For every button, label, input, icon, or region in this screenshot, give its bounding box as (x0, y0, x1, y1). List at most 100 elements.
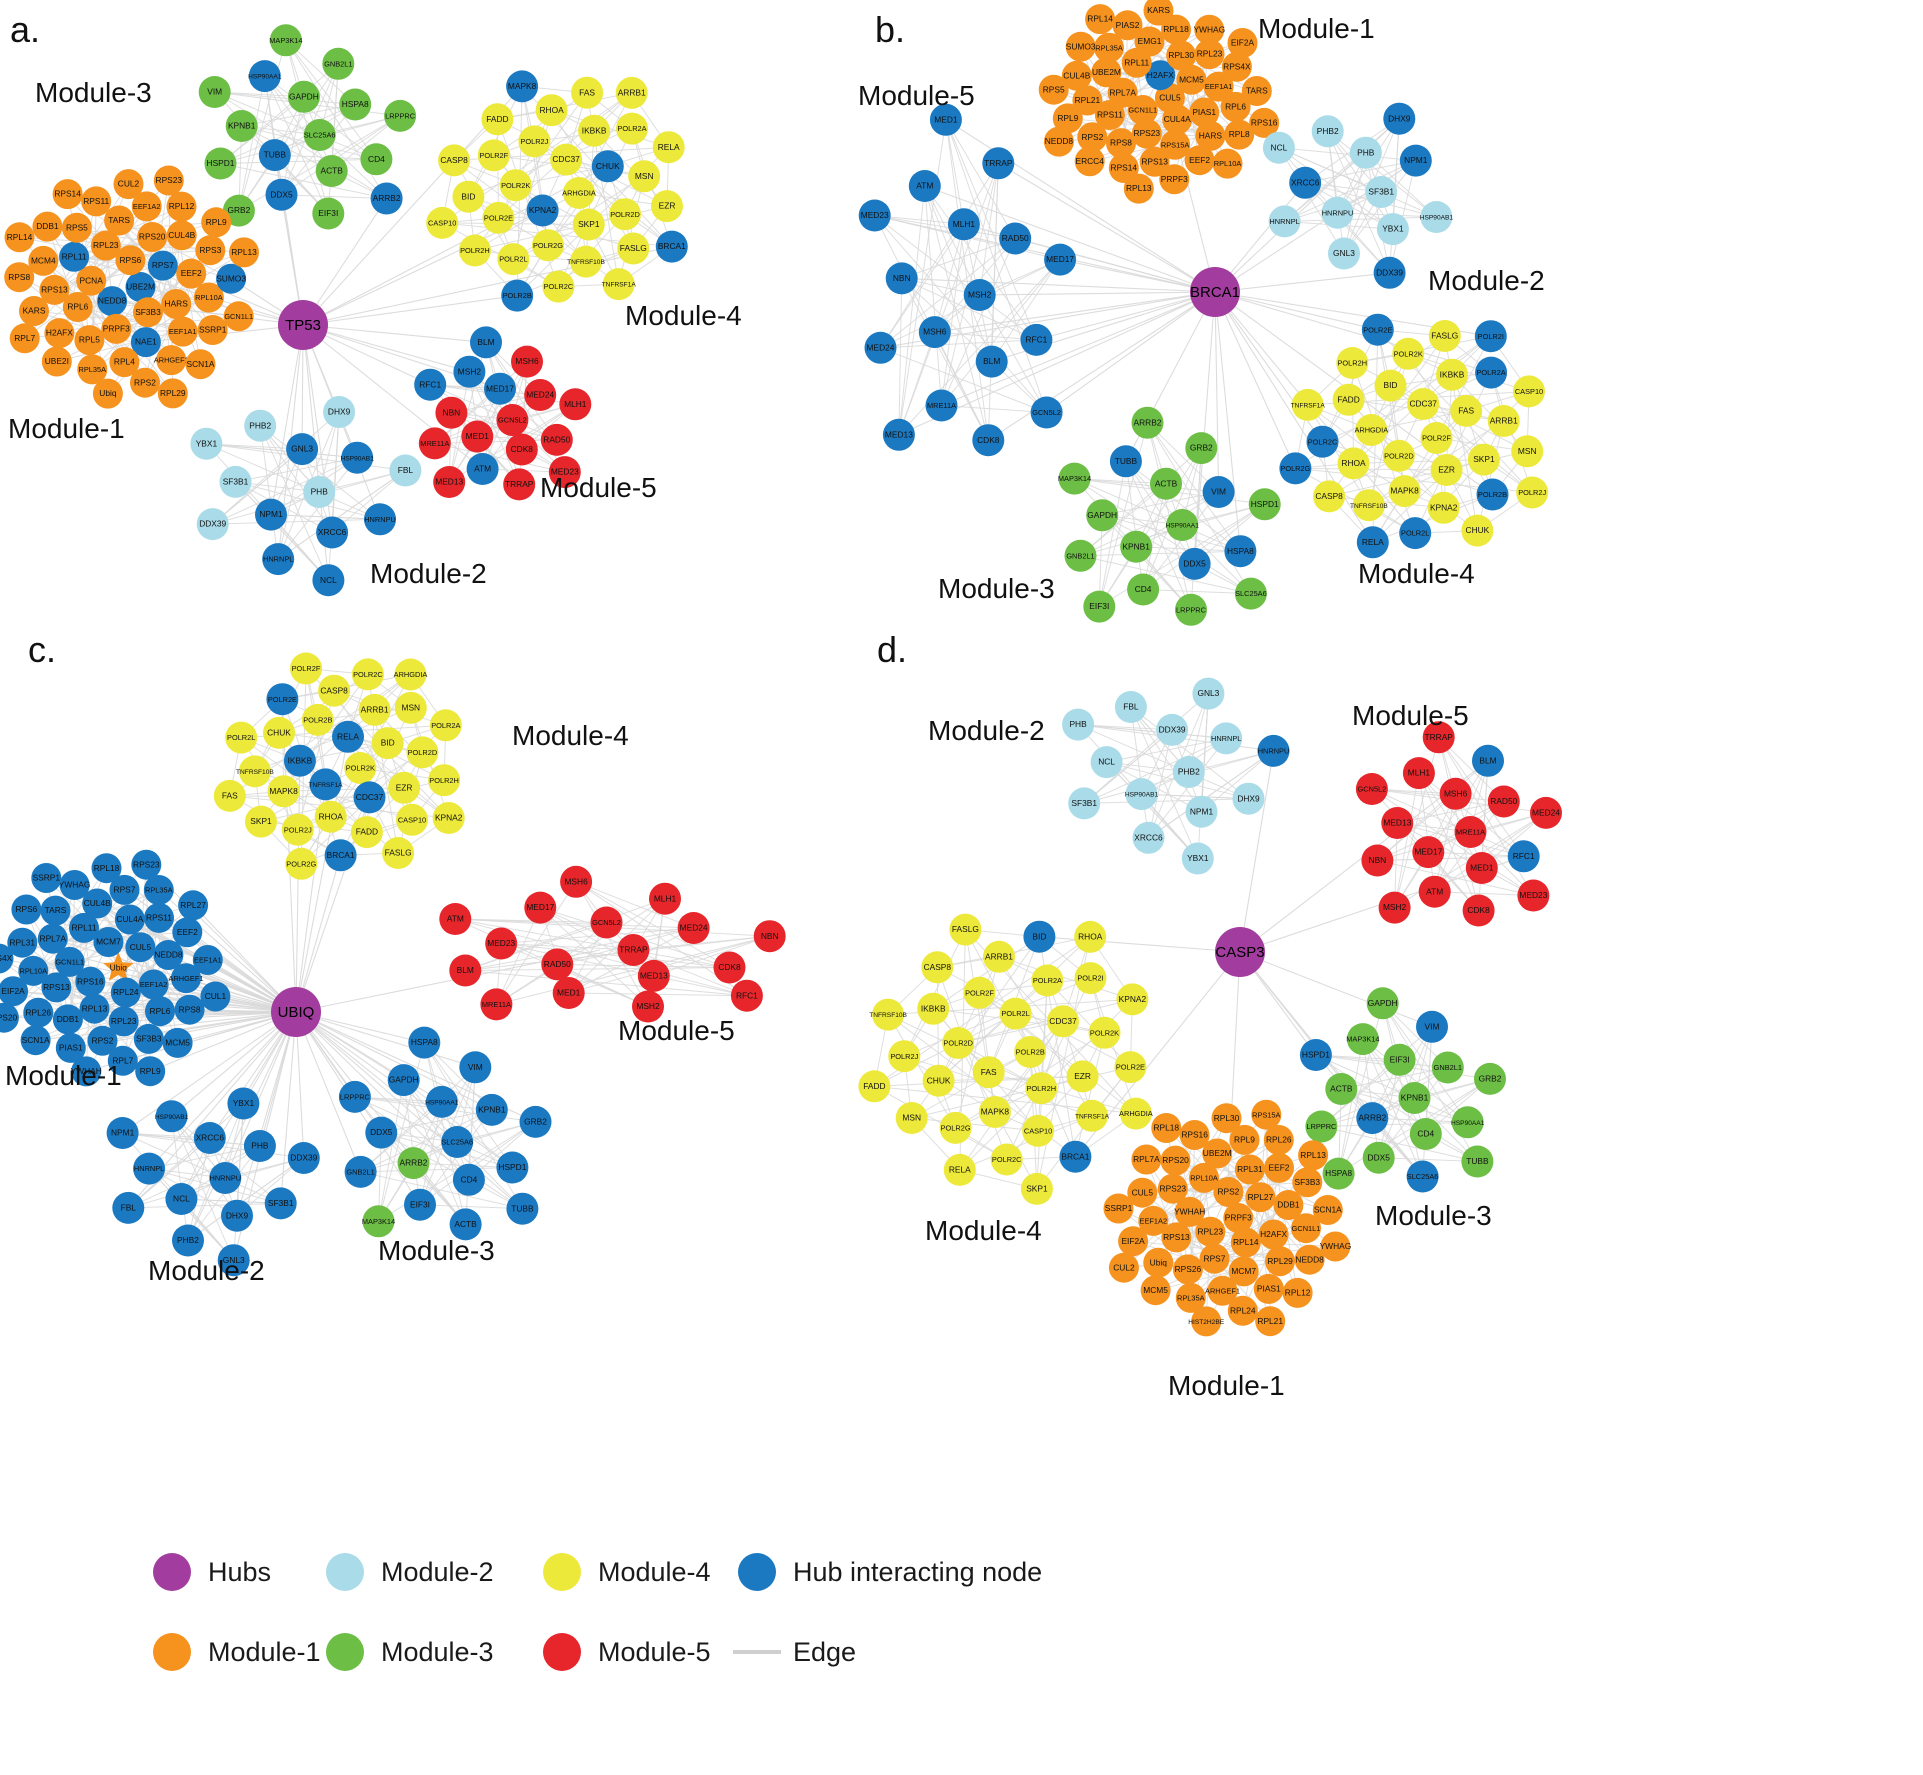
gene-node-circle (1273, 1190, 1304, 1220)
gene-node-label: RELA (949, 1165, 971, 1175)
hub-edge (302, 324, 487, 343)
gene-node-label: RHOA (319, 811, 344, 821)
gene-node-circle (262, 543, 295, 576)
gene-node-label: POLR2D (943, 1039, 973, 1048)
gene-node-circle (243, 1130, 276, 1162)
gene-node: EEF1A2 (131, 191, 162, 222)
gene-node-circle (441, 1126, 474, 1158)
gene-node: POLR2B (1014, 1036, 1047, 1068)
gene-node: DHX9 (221, 1199, 253, 1232)
gene-node-circle (7, 927, 38, 958)
gene-node-label: CHUK (267, 728, 291, 738)
gene-node-circle (263, 716, 295, 749)
gene-node: GCN5L2 (1030, 396, 1063, 429)
module-label: Module-5 (1352, 700, 1469, 731)
gene-node-label: NBN (1369, 855, 1387, 865)
gene-node: HNRNPL (262, 543, 295, 576)
gene-node-label: UBE2I (45, 356, 69, 366)
gene-node-circle (1116, 983, 1149, 1016)
gene-node: CD4 (452, 1163, 485, 1196)
gene-node-label: POLR2H (460, 246, 490, 255)
gene-node-label: RPS2 (92, 1035, 114, 1045)
gene-node: HNRNPL (133, 1152, 166, 1185)
gene-node-label: YBX1 (1187, 853, 1209, 863)
gene-node: MSN (895, 1102, 928, 1134)
edge (979, 163, 999, 296)
gene-node-label: CASP8 (1315, 491, 1343, 501)
edge (901, 278, 989, 441)
edge (171, 1116, 189, 1241)
star-icon (103, 952, 134, 981)
gene-node: CDC37 (1047, 1005, 1079, 1038)
gene-node-label: POLR2K (1090, 1028, 1119, 1037)
gene-node-circle (216, 263, 247, 294)
gene-node-label: RPL18 (94, 863, 120, 873)
gene-node: XRCC6 (1289, 166, 1322, 199)
gene-node-circle (1066, 1060, 1099, 1093)
edge (979, 294, 1048, 413)
gene-node: HSPA8 (408, 1026, 441, 1059)
gene-node-circle (524, 891, 557, 924)
gene-node: RPS13 (41, 972, 72, 1003)
gene-node-circle (112, 1191, 145, 1224)
gene-node-circle (459, 1051, 492, 1084)
gene-node: SCN1A (20, 1025, 51, 1056)
gene-node-circle (285, 847, 318, 880)
gene-node-circle (1156, 713, 1189, 746)
edge (236, 1103, 244, 1216)
gene-node-circle (475, 1093, 508, 1126)
gene-node-label: ACTB (1330, 1084, 1353, 1094)
gene-node-circle (484, 372, 516, 405)
panel-letter: c. (28, 629, 56, 670)
hub-edge (1015, 237, 1216, 293)
gene-node-circle (1202, 1138, 1233, 1169)
gene-node: NPM1 (106, 1117, 139, 1149)
gene-node-circle (1422, 721, 1455, 754)
gene-node-label: CDC37 (552, 154, 580, 164)
gene-node: SLC25A6 (303, 119, 336, 151)
gene-node: TARS (104, 205, 135, 236)
gene-node-label: PHB2 (1178, 767, 1200, 777)
gene-node-circle (130, 327, 161, 358)
gene-node-label: POLR2E (1363, 325, 1392, 334)
edge (934, 331, 1037, 341)
edge (959, 1021, 1064, 1171)
gene-node-circle (1108, 1252, 1139, 1283)
gene-node-circle (1059, 1140, 1092, 1173)
edge (1327, 131, 1391, 274)
gene-node-label: CUL2 (1113, 1262, 1135, 1272)
gene-node-circle (19, 296, 49, 326)
legend-item-module-4: Module-4 (543, 1553, 711, 1591)
gene-node-label: FADD (486, 114, 508, 124)
gene-node-circle (921, 951, 954, 984)
gene-node: GNL3 (1192, 677, 1225, 710)
gene-node: YBX1 (1181, 842, 1214, 875)
gene-node-circle (153, 940, 184, 970)
gene-node-label: GRB2 (1190, 443, 1213, 453)
gene-node: DDX39 (1156, 713, 1189, 746)
gene-node: RHOA (535, 94, 568, 127)
edge (945, 119, 1048, 413)
gene-node-circle (453, 355, 486, 388)
gene-node: MAPK8 (978, 1096, 1011, 1128)
gene-node-circle (1119, 1097, 1152, 1130)
gene-node: MED1 (929, 103, 962, 136)
gene-node: RPL11 (59, 241, 90, 272)
gene-node-circle (1025, 1072, 1058, 1105)
gene-node: BLM (975, 345, 1008, 378)
gene-node: RPL13 (229, 237, 259, 268)
gene-node-label: HSPD1 (1251, 499, 1279, 509)
gene-node-label: RPL18 (1163, 24, 1189, 34)
gene-node: RPS14 (52, 179, 83, 210)
gene-node-circle (1127, 1177, 1158, 1208)
legend-label: Edge (793, 1637, 856, 1667)
gene-node-label: RPL31 (1237, 1164, 1263, 1174)
gene-node: RELA (1356, 526, 1389, 559)
gene-node-circle (185, 349, 216, 380)
gene-node: MED17 (1044, 243, 1077, 276)
gene-node-circle (532, 229, 564, 262)
gene-node-circle (1179, 1120, 1210, 1150)
gene-node-circle (1189, 1162, 1219, 1193)
edge (206, 443, 381, 520)
